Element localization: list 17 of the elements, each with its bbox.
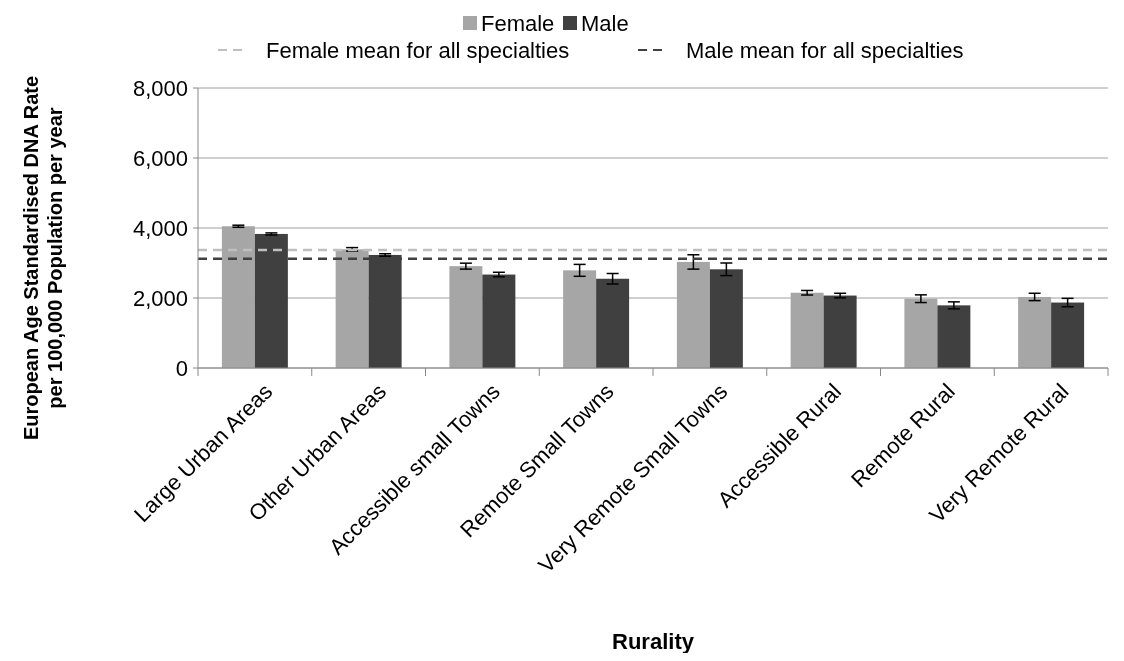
bar: [596, 278, 630, 368]
bar: [823, 295, 857, 368]
x-axis-title: Rurality: [612, 629, 695, 654]
y-tick-label: 4,000: [132, 215, 188, 241]
y-tick-label: 0: [175, 355, 188, 381]
legend-label: Male: [581, 10, 629, 36]
bar: [937, 305, 971, 368]
legend-label: Female mean for all specialties: [266, 37, 570, 63]
legend-label: Male mean for all specialties: [686, 37, 964, 63]
bar: [709, 269, 743, 368]
y-tick-label: 2,000: [132, 285, 188, 311]
bar: [1051, 302, 1085, 368]
y-axis-title: European Age Standardised DNA Rate per 100,000 Population per year: [20, 75, 66, 441]
bar: [482, 274, 516, 368]
y-tick-label: 8,000: [132, 75, 188, 101]
y-tick-label: 6,000: [132, 145, 188, 171]
legend-label: Female: [481, 10, 555, 36]
